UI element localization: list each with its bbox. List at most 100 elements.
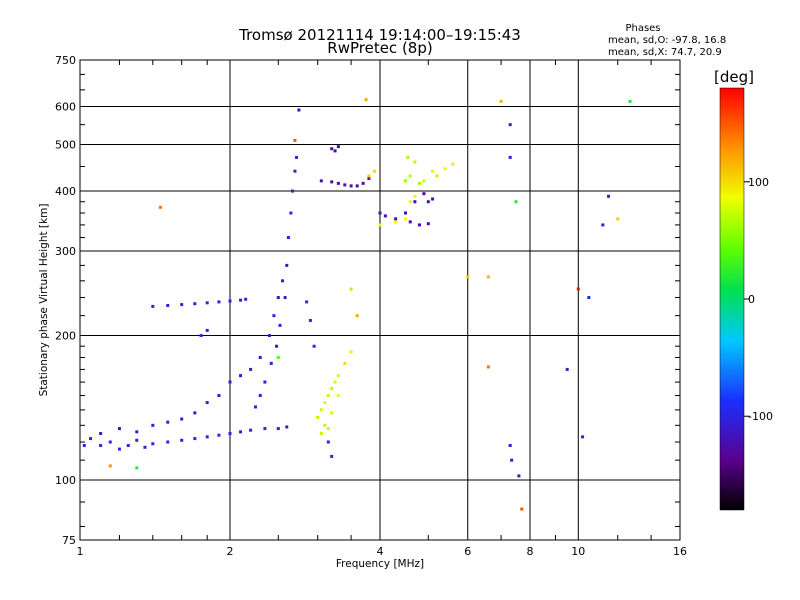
data-point <box>326 427 330 431</box>
data-point <box>408 220 412 224</box>
chart-subtitle: RwPretec (8p) <box>327 39 432 57</box>
x-tick-labels: 1 2 4 6 8 10 16 <box>77 545 688 558</box>
data-point <box>319 179 323 183</box>
data-point <box>263 380 267 384</box>
data-point <box>628 99 632 103</box>
data-point <box>239 374 243 378</box>
y-tick-label: 200 <box>55 330 76 343</box>
y-tick-label: 100 <box>55 474 76 487</box>
colorbar-unit-label: [deg] <box>714 68 754 86</box>
data-point <box>413 200 417 204</box>
data-point <box>205 301 209 305</box>
data-point <box>349 287 353 291</box>
y-axis-label: Stationary phase Virtual Height [km] <box>38 204 50 397</box>
data-point <box>217 394 221 398</box>
data-point <box>99 444 103 448</box>
grid-lines <box>80 60 680 540</box>
data-point <box>293 169 297 173</box>
data-point <box>89 437 93 441</box>
data-point <box>108 440 112 444</box>
data-point <box>403 179 407 183</box>
data-point <box>510 458 514 462</box>
x-tick-label: 16 <box>673 545 687 558</box>
minor-ticks <box>80 60 680 540</box>
data-point <box>406 155 410 159</box>
data-point <box>151 423 155 427</box>
data-point <box>413 194 417 198</box>
data-point <box>291 189 295 193</box>
colorbar-tick-label: 100 <box>748 176 769 189</box>
y-tick-label: 600 <box>55 101 76 114</box>
data-point <box>426 222 430 226</box>
data-point <box>565 367 569 371</box>
data-point <box>319 408 323 412</box>
data-point <box>330 387 334 391</box>
data-point <box>435 174 439 178</box>
data-point <box>417 223 421 227</box>
x-axis-label: Frequency [MHz] <box>336 558 424 570</box>
data-point <box>326 394 330 398</box>
colorbar <box>719 87 745 511</box>
data-point <box>258 394 262 398</box>
data-point <box>283 296 287 300</box>
data-point <box>117 427 121 431</box>
data-point <box>336 394 340 398</box>
data-point <box>323 423 327 427</box>
data-point <box>333 380 337 384</box>
data-point <box>180 417 184 421</box>
x-tick-label: 4 <box>377 545 384 558</box>
data-point <box>373 169 377 173</box>
data-point <box>249 428 253 432</box>
y-tick-label: 400 <box>55 185 76 198</box>
y-tick-labels: 75 100 200 300 400 500 600 750 <box>55 54 76 547</box>
colorbar-ticks: 100 0 -100 <box>744 176 773 423</box>
data-point <box>330 411 334 415</box>
y-tick-label: 300 <box>55 245 76 258</box>
data-point <box>295 155 299 159</box>
data-points <box>82 98 632 511</box>
data-point <box>239 430 243 434</box>
data-point <box>249 367 253 371</box>
data-point <box>443 167 447 171</box>
data-point <box>349 184 353 188</box>
data-point <box>199 334 203 338</box>
data-point <box>394 220 398 224</box>
data-point <box>355 314 359 318</box>
data-point <box>205 328 209 332</box>
data-point <box>126 444 130 448</box>
data-point <box>217 300 221 304</box>
data-point <box>117 447 121 451</box>
stats-line-o: mean, sd,O: -97.8, 16.8 <box>608 35 726 46</box>
data-point <box>205 401 209 405</box>
data-point <box>466 275 470 279</box>
data-point <box>413 160 417 164</box>
data-point <box>486 365 490 369</box>
data-point <box>326 440 330 444</box>
data-point <box>135 466 139 470</box>
data-point <box>205 435 209 439</box>
data-point <box>99 432 103 436</box>
data-point <box>269 361 273 365</box>
data-point <box>349 350 353 354</box>
data-point <box>616 217 620 221</box>
data-point <box>151 304 155 308</box>
data-point <box>364 98 368 102</box>
data-point <box>355 184 359 188</box>
stats-line-x: mean, sd,X: 74.7, 20.9 <box>608 47 722 58</box>
data-point <box>228 380 232 384</box>
data-point <box>394 217 398 221</box>
data-point <box>166 303 170 307</box>
data-point <box>239 298 243 302</box>
data-point <box>383 214 387 218</box>
data-point <box>508 123 512 127</box>
data-point <box>508 155 512 159</box>
data-point <box>343 361 347 365</box>
data-point <box>343 183 347 187</box>
data-point <box>281 279 285 283</box>
data-point <box>336 181 340 185</box>
data-point <box>431 197 435 201</box>
data-point <box>263 427 267 431</box>
x-tick-label: 8 <box>527 545 534 558</box>
data-point <box>336 145 340 149</box>
data-point <box>276 296 280 300</box>
